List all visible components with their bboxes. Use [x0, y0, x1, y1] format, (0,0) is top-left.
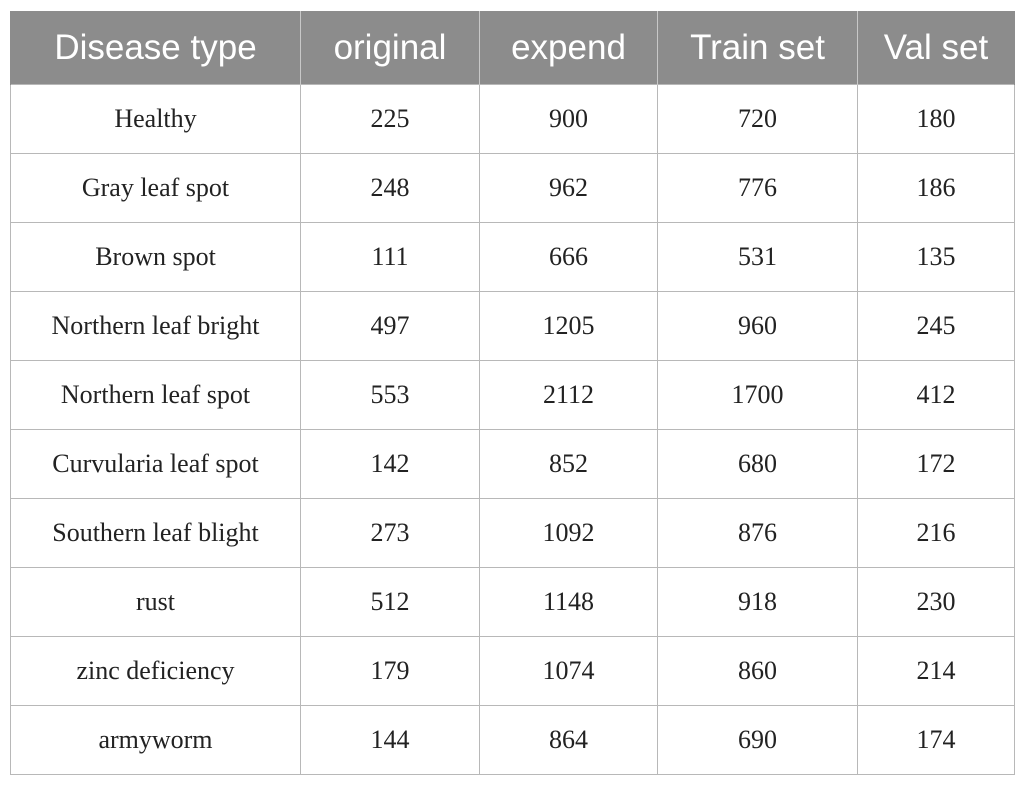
- cell-expend: 852: [479, 429, 658, 499]
- cell-disease-type: rust: [10, 567, 301, 637]
- table-row: Northern leaf spot 553 2112 1700 412: [10, 360, 1015, 430]
- disease-dataset-table: Disease type original expend Train set V…: [10, 11, 1015, 775]
- cell-train-set: 876: [657, 498, 858, 568]
- cell-original: 179: [300, 636, 480, 706]
- table-row: rust 512 1148 918 230: [10, 567, 1015, 637]
- cell-disease-type: Southern leaf blight: [10, 498, 301, 568]
- cell-val-set: 214: [857, 636, 1015, 706]
- cell-disease-type: Northern leaf spot: [10, 360, 301, 430]
- cell-expend: 1092: [479, 498, 658, 568]
- cell-original: 111: [300, 222, 480, 292]
- cell-expend: 1074: [479, 636, 658, 706]
- cell-val-set: 172: [857, 429, 1015, 499]
- cell-val-set: 174: [857, 705, 1015, 775]
- table-row: Gray leaf spot 248 962 776 186: [10, 153, 1015, 223]
- cell-train-set: 690: [657, 705, 858, 775]
- cell-expend: 1205: [479, 291, 658, 361]
- cell-train-set: 776: [657, 153, 858, 223]
- cell-original: 512: [300, 567, 480, 637]
- cell-disease-type: Curvularia leaf spot: [10, 429, 301, 499]
- header-disease-type: Disease type: [10, 11, 301, 85]
- header-expend: expend: [479, 11, 658, 85]
- cell-val-set: 135: [857, 222, 1015, 292]
- cell-train-set: 720: [657, 84, 858, 154]
- cell-expend: 962: [479, 153, 658, 223]
- cell-disease-type: Gray leaf spot: [10, 153, 301, 223]
- cell-original: 225: [300, 84, 480, 154]
- cell-disease-type: Healthy: [10, 84, 301, 154]
- header-val-set: Val set: [857, 11, 1015, 85]
- table-body: Healthy 225 900 720 180 Gray leaf spot 2…: [10, 84, 1015, 775]
- header-original: original: [300, 11, 480, 85]
- cell-original: 553: [300, 360, 480, 430]
- cell-original: 144: [300, 705, 480, 775]
- cell-original: 497: [300, 291, 480, 361]
- table-row: Southern leaf blight 273 1092 876 216: [10, 498, 1015, 568]
- cell-expend: 1148: [479, 567, 658, 637]
- cell-original: 248: [300, 153, 480, 223]
- cell-expend: 666: [479, 222, 658, 292]
- cell-train-set: 860: [657, 636, 858, 706]
- cell-train-set: 960: [657, 291, 858, 361]
- cell-train-set: 680: [657, 429, 858, 499]
- header-row: Disease type original expend Train set V…: [10, 11, 1015, 85]
- table-row: Curvularia leaf spot 142 852 680 172: [10, 429, 1015, 499]
- cell-val-set: 245: [857, 291, 1015, 361]
- table-row: armyworm 144 864 690 174: [10, 705, 1015, 775]
- cell-train-set: 1700: [657, 360, 858, 430]
- cell-original: 273: [300, 498, 480, 568]
- cell-disease-type: Brown spot: [10, 222, 301, 292]
- cell-val-set: 230: [857, 567, 1015, 637]
- cell-disease-type: armyworm: [10, 705, 301, 775]
- table-row: Healthy 225 900 720 180: [10, 84, 1015, 154]
- cell-val-set: 186: [857, 153, 1015, 223]
- cell-expend: 2112: [479, 360, 658, 430]
- cell-train-set: 531: [657, 222, 858, 292]
- cell-original: 142: [300, 429, 480, 499]
- cell-disease-type: Northern leaf bright: [10, 291, 301, 361]
- data-table-container: Disease type original expend Train set V…: [10, 11, 1015, 775]
- cell-train-set: 918: [657, 567, 858, 637]
- cell-val-set: 180: [857, 84, 1015, 154]
- table-row: zinc deficiency 179 1074 860 214: [10, 636, 1015, 706]
- cell-disease-type: zinc deficiency: [10, 636, 301, 706]
- header-train-set: Train set: [657, 11, 858, 85]
- table-row: Brown spot 111 666 531 135: [10, 222, 1015, 292]
- table-row: Northern leaf bright 497 1205 960 245: [10, 291, 1015, 361]
- cell-val-set: 216: [857, 498, 1015, 568]
- cell-expend: 864: [479, 705, 658, 775]
- cell-expend: 900: [479, 84, 658, 154]
- table-header: Disease type original expend Train set V…: [10, 11, 1015, 85]
- cell-val-set: 412: [857, 360, 1015, 430]
